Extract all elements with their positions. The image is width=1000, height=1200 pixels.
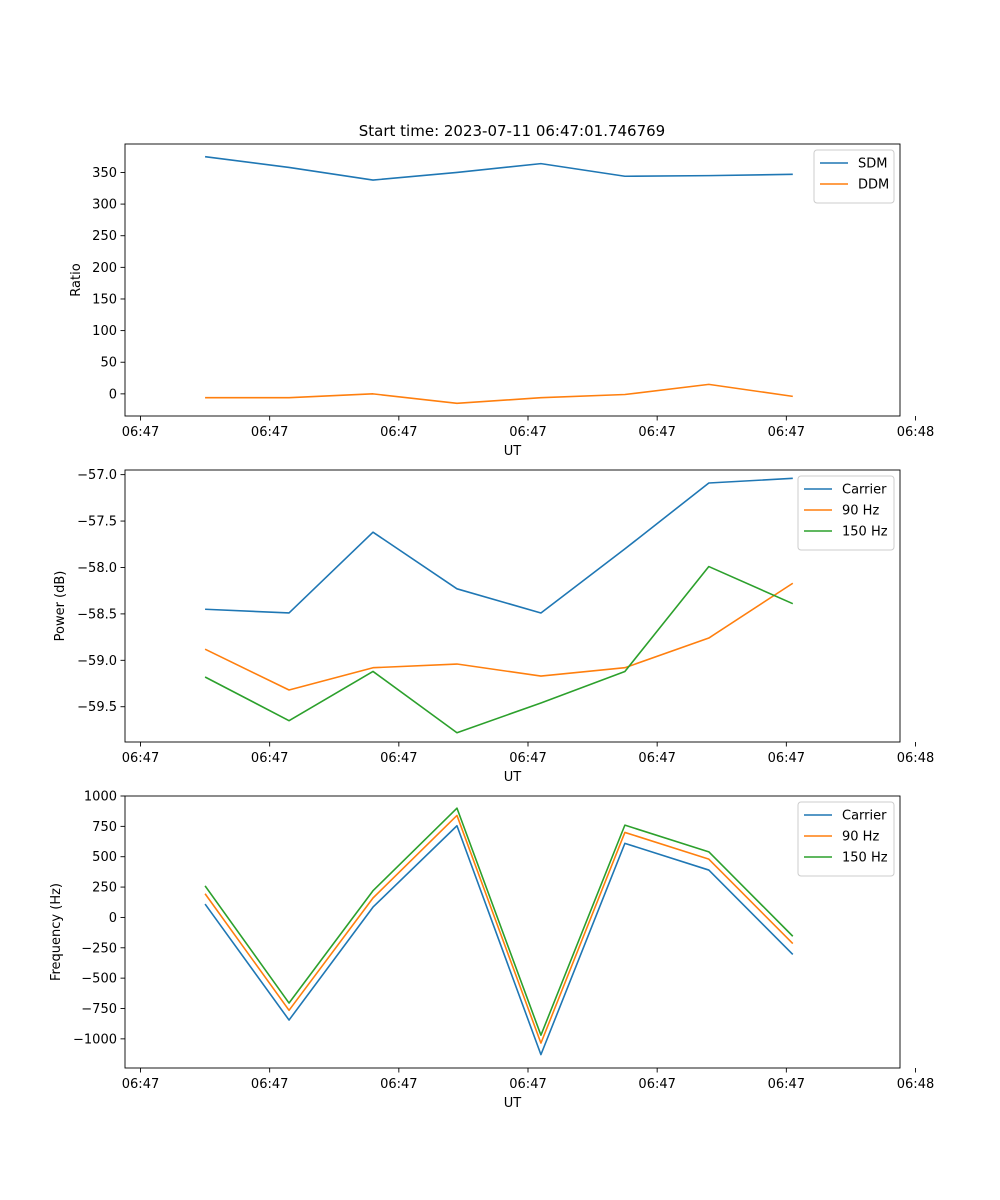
x-tick-label: 06:47: [509, 751, 546, 766]
y-tick-label: −750: [81, 1002, 117, 1017]
series-line-150-hz: [204, 565, 794, 734]
legend-label: SDM: [858, 157, 887, 172]
series-line-90-hz: [204, 582, 794, 691]
x-tick-label: 06:47: [380, 425, 417, 440]
x-tick-label: 06:48: [897, 751, 934, 766]
x-tick-label: 06:47: [768, 751, 805, 766]
legend-label: Carrier: [842, 809, 887, 824]
legend-label: 90 Hz: [842, 830, 879, 845]
y-tick-label: 300: [92, 198, 117, 213]
y-tick-label: 250: [92, 229, 117, 244]
axes-frame: [124, 469, 901, 743]
y-tick-label: 0: [109, 911, 117, 926]
series-line-90-hz: [204, 814, 794, 1044]
y-tick-label: 50: [100, 356, 117, 371]
y-tick-label: −57.0: [77, 468, 117, 483]
y-tick-label: 250: [92, 881, 117, 896]
legend-label: 90 Hz: [842, 504, 879, 519]
series-line-carrier: [205, 477, 793, 614]
x-tick-label: 06:47: [251, 751, 288, 766]
y-tick-label: 350: [92, 166, 117, 181]
x-tick-label: 06:47: [638, 425, 675, 440]
x-tick-label: 06:47: [251, 425, 288, 440]
y-tick-label: 500: [92, 850, 117, 865]
legend: Carrier 90 Hz 150 Hz: [797, 475, 895, 551]
y-tick-label: −58.5: [77, 607, 117, 622]
x-tick-label: 06:47: [122, 425, 159, 440]
chart-panel-1: 06:47 06:47 06:47 06:47 06:47 06:47 06:48 0 50 10…: [69, 143, 934, 459]
x-tick-label: 06:47: [509, 1077, 546, 1092]
y-axis-label: Power (dB): [53, 571, 68, 642]
y-tick-label: −250: [81, 941, 117, 956]
y-tick-label: −1000: [73, 1032, 117, 1047]
y-tick-label: 0: [109, 387, 117, 402]
x-axis-label: UT: [504, 444, 522, 459]
legend-label: 150 Hz: [842, 851, 888, 866]
x-tick-label: 06:47: [122, 751, 159, 766]
x-tick-label: 06:47: [380, 1077, 417, 1092]
chart-panel-2: 06:47 06:47 06:47 06:47 06:47 06:47 06:48 −59.5…: [53, 468, 934, 785]
figure-title: Start time: 2023-07-11 06:47:01.746769: [359, 122, 665, 140]
x-axis-label: UT: [504, 1096, 522, 1111]
y-tick-label: 200: [92, 261, 117, 276]
x-tick-label: 06:47: [251, 1077, 288, 1092]
legend: SDM DDM: [813, 149, 895, 204]
x-tick-label: 06:47: [122, 1077, 159, 1092]
legend-label: 150 Hz: [842, 525, 888, 540]
x-tick-label: 06:47: [768, 425, 805, 440]
legend-label: DDM: [858, 178, 889, 193]
x-tick-label: 06:47: [638, 1077, 675, 1092]
series-line-ddm: [205, 383, 793, 405]
y-tick-label: 750: [92, 820, 117, 835]
y-tick-label: 100: [92, 324, 117, 339]
y-tick-label: −59.5: [77, 700, 117, 715]
x-tick-label: 06:48: [897, 425, 934, 440]
series-line-150-hz: [204, 807, 794, 1037]
series-line-carrier: [204, 824, 794, 1056]
x-tick-label: 06:48: [897, 1077, 934, 1092]
y-tick-label: 150: [92, 292, 117, 307]
y-axis-label: Frequency (Hz): [49, 883, 64, 981]
legend-label: Carrier: [842, 483, 887, 498]
chart-panel-3: 06:47 06:47 06:47 06:47 06:47 06:47 06:48 −1000…: [49, 790, 934, 1112]
y-tick-label: −59.0: [77, 654, 117, 669]
x-tick-label: 06:47: [380, 751, 417, 766]
x-tick-label: 06:47: [768, 1077, 805, 1092]
y-tick-label: −500: [81, 972, 117, 987]
x-tick-label: 06:47: [638, 751, 675, 766]
y-axis-label: Ratio: [69, 263, 84, 296]
y-tick-label: 1000: [84, 790, 117, 805]
x-axis-label: UT: [504, 770, 522, 785]
axes-frame: [124, 143, 901, 417]
y-tick-label: −57.5: [77, 515, 117, 530]
x-tick-label: 06:47: [509, 425, 546, 440]
legend: Carrier 90 Hz 150 Hz: [797, 801, 895, 877]
series-line-sdm: [204, 155, 793, 181]
axes-frame: [124, 795, 901, 1069]
y-tick-label: −58.0: [77, 561, 117, 576]
